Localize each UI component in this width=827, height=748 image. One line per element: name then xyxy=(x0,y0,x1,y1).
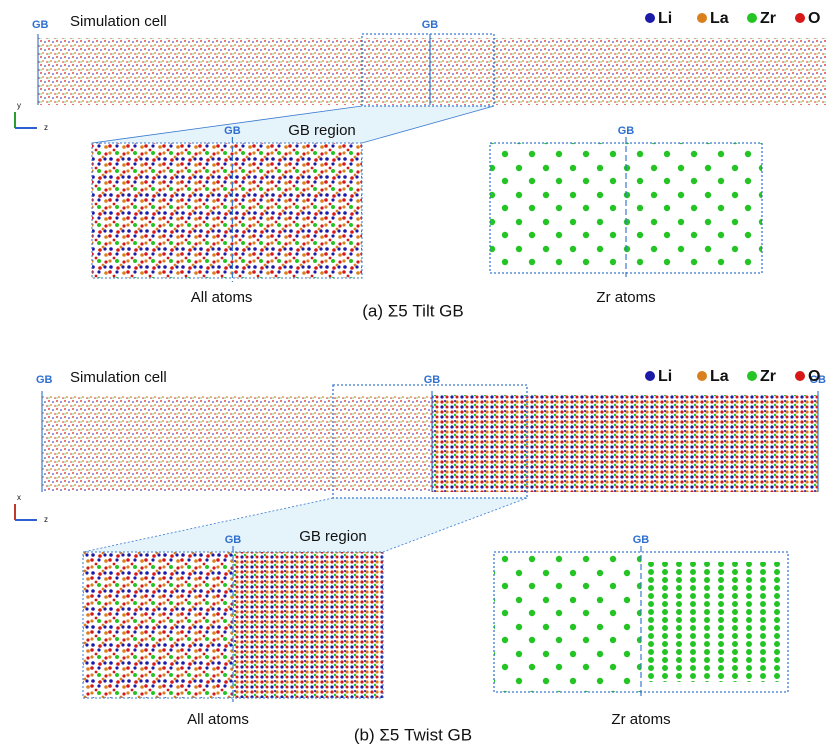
legend-label: O xyxy=(808,368,820,385)
all-atoms-twist xyxy=(233,552,383,698)
legend-dot xyxy=(645,371,655,381)
axis-label: x xyxy=(17,493,21,502)
legend-label: La xyxy=(710,368,729,385)
legend-dot xyxy=(747,371,757,381)
legend-dot xyxy=(697,371,707,381)
all-atoms xyxy=(92,143,362,278)
gb-label: GB xyxy=(224,125,241,137)
legend-label: Li xyxy=(658,368,672,385)
simulation-label: Simulation cell xyxy=(70,13,167,30)
legend-label: La xyxy=(710,10,729,27)
legend-dot xyxy=(697,13,707,23)
simulation-cell xyxy=(42,395,432,492)
region-label: GB region xyxy=(288,122,356,139)
legend-dot xyxy=(795,13,805,23)
zr-atoms xyxy=(494,552,641,692)
zr-atoms-twist xyxy=(647,562,780,682)
simulation-cell-twist xyxy=(432,395,818,492)
caption: (a) Σ5 Tilt GB xyxy=(362,301,464,320)
gb-label: GB xyxy=(424,374,441,386)
simulation-label: Simulation cell xyxy=(70,369,167,386)
gb-label: GB xyxy=(633,534,650,546)
legend-label: Zr xyxy=(760,368,776,385)
gb-label: GB xyxy=(36,374,53,386)
gb-label: GB xyxy=(32,19,49,31)
legend-label: Li xyxy=(658,10,672,27)
all-atoms xyxy=(83,552,233,698)
axis-label: z xyxy=(44,123,48,132)
gb-label: GB xyxy=(618,125,635,137)
axis-label: y xyxy=(17,101,21,110)
legend-label: O xyxy=(808,10,820,27)
zr-atoms xyxy=(490,143,762,273)
panel-label: All atoms xyxy=(191,289,253,306)
figure: GB GB Simulation cell Li La Zr Oy z GB GB region A… xyxy=(0,0,827,748)
caption: (b) Σ5 Twist GB xyxy=(354,725,472,744)
panel-label: Zr atoms xyxy=(611,711,670,728)
region-label: GB region xyxy=(299,528,367,545)
legend-dot xyxy=(747,13,757,23)
legend-label: Zr xyxy=(760,10,776,27)
legend-dot xyxy=(645,13,655,23)
axis-label: z xyxy=(44,515,48,524)
gb-label: GB xyxy=(422,19,439,31)
simulation-cell xyxy=(38,38,826,105)
panel-label: Zr atoms xyxy=(596,289,655,306)
legend-dot xyxy=(795,371,805,381)
gb-label: GB xyxy=(225,534,242,546)
panel-label: All atoms xyxy=(187,711,249,728)
